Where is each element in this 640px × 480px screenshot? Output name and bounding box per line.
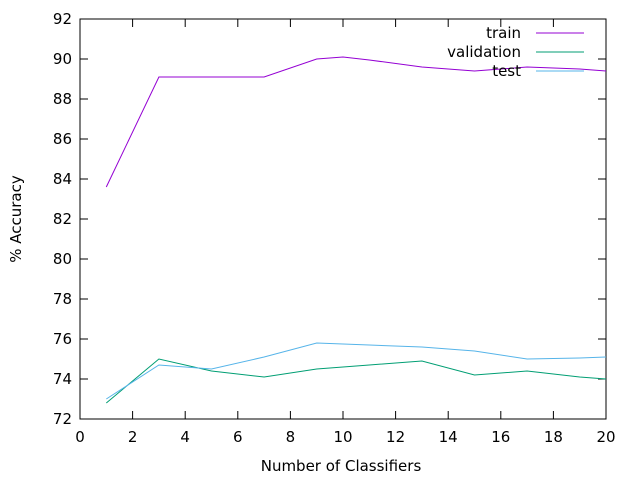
x-tick-label: 6 xyxy=(233,428,243,446)
y-tick-label: 80 xyxy=(53,250,72,268)
legend-label-train: train xyxy=(486,24,521,42)
y-tick-label: 74 xyxy=(53,370,72,388)
y-tick-label: 84 xyxy=(53,170,72,188)
x-tick-label: 10 xyxy=(333,428,352,446)
y-tick-label: 90 xyxy=(53,50,72,68)
y-tick-label: 86 xyxy=(53,130,72,148)
x-axis: 0 2 4 6 8 10 12 14 16 18 20 xyxy=(75,19,616,446)
y-tick-label: 72 xyxy=(53,410,72,428)
y-axis: 72 74 76 78 80 82 84 86 88 90 92 xyxy=(53,10,606,428)
legend-label-validation: validation xyxy=(447,43,521,61)
x-tick-label: 14 xyxy=(439,428,458,446)
series-line-test xyxy=(106,342,607,400)
x-tick-label: 18 xyxy=(544,428,563,446)
x-tick-label: 2 xyxy=(128,428,138,446)
y-tick-label: 76 xyxy=(53,330,72,348)
y-tick-label: 78 xyxy=(53,290,72,308)
series-line-validation xyxy=(105,358,607,404)
legend-label-test: test xyxy=(492,62,521,80)
x-tick-label: 8 xyxy=(286,428,296,446)
x-tick-label: 20 xyxy=(596,428,615,446)
series-line-train xyxy=(105,56,607,188)
x-axis-title: Number of Classifiers xyxy=(261,457,422,475)
x-tick-label: 12 xyxy=(386,428,405,446)
series-lines xyxy=(105,56,607,404)
x-tick-label: 16 xyxy=(491,428,510,446)
x-tick-label: 0 xyxy=(75,428,85,446)
y-tick-label: 82 xyxy=(53,210,72,228)
y-tick-label: 92 xyxy=(53,10,72,28)
x-tick-label: 4 xyxy=(180,428,190,446)
y-tick-label: 88 xyxy=(53,90,72,108)
y-axis-title: % Accuracy xyxy=(7,175,25,263)
